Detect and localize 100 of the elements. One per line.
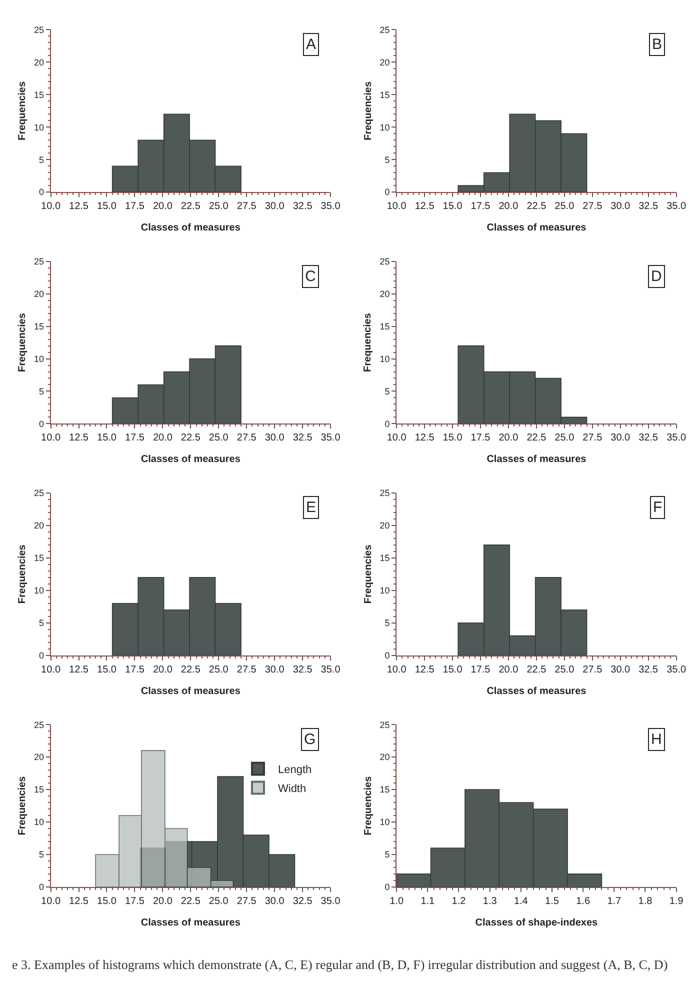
- x-tick-label: 32.5: [292, 896, 313, 907]
- x-tick-label: 35.0: [320, 201, 341, 212]
- x-tick-label: 1.3: [482, 896, 498, 907]
- y-tick-label: 15: [380, 553, 390, 564]
- x-axis-title: Classes of measures: [140, 454, 241, 466]
- x-tick-label: 12.5: [69, 664, 89, 676]
- x-tick-label: 20.0: [498, 664, 519, 676]
- y-tick-label: 20: [380, 752, 390, 762]
- x-axis-title: Classes of measures: [486, 454, 587, 466]
- x-tick-label: 25.0: [554, 664, 575, 676]
- x-tick-label: 12.5: [414, 664, 435, 676]
- x-tick-label: 25.0: [208, 896, 229, 907]
- y-tick-label: 20: [34, 288, 44, 299]
- y-axis-title: Frequencies: [362, 81, 374, 140]
- x-axis-title: Classes of measures: [486, 686, 587, 697]
- x-axis-title: Classes of measures: [486, 222, 587, 234]
- x-tick-label: 20.0: [152, 664, 173, 676]
- y-tick-label: 15: [34, 321, 44, 332]
- x-tick-label: 10.0: [386, 201, 407, 212]
- y-tick-label: 5: [384, 154, 390, 165]
- x-tick-label: 10.0: [41, 432, 61, 444]
- y-axis-title: Frequencies: [16, 312, 28, 372]
- y-tick-label: 10: [34, 122, 44, 132]
- y-tick-label: 20: [34, 752, 44, 762]
- x-tick-label: 20.0: [152, 201, 173, 212]
- y-tick-label: 10: [34, 354, 44, 364]
- x-tick-label: 35.0: [320, 896, 341, 907]
- x-tick-label: 25.0: [554, 432, 575, 444]
- y-tick-label: 10: [380, 122, 390, 132]
- y-tick-label: 25: [34, 256, 44, 267]
- x-tick-label: 1.4: [514, 896, 528, 907]
- x-tick-label: 15.0: [97, 201, 117, 212]
- x-axis-title: Classes of shape-indexes: [475, 917, 598, 928]
- x-tick-label: 35.0: [320, 664, 341, 676]
- x-tick-label: 22.5: [180, 201, 201, 212]
- x-tick-label: 15.0: [97, 896, 117, 907]
- x-tick-label: 10.0: [41, 201, 61, 212]
- y-tick-label: 10: [34, 586, 44, 596]
- annotation: B: [652, 36, 662, 53]
- x-tick-label: 22.5: [526, 432, 547, 444]
- y-axis-title: Frequencies: [16, 81, 28, 140]
- annotation: E: [306, 499, 316, 516]
- x-tick-label: 12.5: [69, 896, 89, 907]
- x-tick-label: 17.5: [124, 201, 145, 212]
- y-tick-label: 0: [384, 650, 390, 660]
- x-axis-title: Classes of measures: [140, 222, 241, 234]
- x-tick-label: 32.5: [638, 664, 659, 676]
- x-tick-label: 20.0: [152, 432, 173, 444]
- x-tick-label: 17.5: [470, 432, 491, 444]
- x-tick-label: 32.5: [292, 664, 313, 676]
- y-tick-label: 25: [380, 256, 390, 267]
- x-tick-label: 1.9: [669, 896, 684, 907]
- y-tick-label: 5: [38, 850, 44, 860]
- x-tick-label: 22.5: [180, 896, 201, 907]
- x-tick-label: 1.0: [390, 896, 404, 907]
- y-tick-label: 25: [380, 720, 390, 730]
- y-axis-title: Frequencies: [16, 544, 28, 604]
- x-tick-label: 1.2: [452, 896, 466, 907]
- x-tick-label: 17.5: [470, 201, 491, 212]
- x-tick-label: 1.7: [607, 896, 622, 907]
- y-tick-label: 10: [380, 586, 390, 596]
- y-tick-label: 15: [380, 784, 390, 795]
- y-tick-label: 10: [34, 817, 44, 828]
- x-tick-label: 1.1: [420, 896, 436, 907]
- x-tick-label: 30.0: [610, 432, 631, 444]
- x-tick-label: 22.5: [526, 201, 547, 212]
- x-tick-label: 20.0: [152, 896, 173, 907]
- x-tick-label: 12.5: [69, 432, 89, 444]
- x-tick-label: 32.5: [292, 201, 313, 212]
- y-tick-label: 0: [384, 882, 390, 892]
- x-tick-label: 1.6: [576, 896, 590, 907]
- annotation: C: [305, 268, 316, 285]
- x-tick-label: 27.5: [236, 664, 257, 676]
- y-tick-label: 10: [380, 817, 390, 828]
- x-tick-label: 12.5: [414, 432, 435, 444]
- x-tick-label: 32.5: [638, 432, 659, 444]
- y-tick-label: 15: [34, 553, 44, 564]
- x-tick-label: 17.5: [470, 664, 491, 676]
- y-tick-label: 15: [34, 90, 44, 100]
- x-tick-label: 22.5: [180, 432, 201, 444]
- y-tick-label: 5: [38, 386, 44, 396]
- annotation: H: [651, 731, 662, 748]
- y-tick-label: 0: [38, 882, 44, 892]
- x-axis-title: Classes of measures: [140, 917, 241, 928]
- x-tick-label: 1.8: [638, 896, 653, 907]
- text: e 3. Examples of histograms which demonstrate (A, C, E) regular and (B, D, F) irregular distribution and suggest (A, B, C, D): [12, 957, 668, 972]
- x-tick-label: 30.0: [264, 896, 285, 907]
- x-tick-label: 35.0: [666, 664, 686, 676]
- legend-label: Length: [278, 764, 312, 776]
- y-tick-label: 5: [384, 850, 390, 860]
- y-tick-label: 5: [384, 618, 390, 628]
- x-tick-label: 17.5: [124, 896, 145, 907]
- x-tick-label: 12.5: [69, 201, 89, 212]
- y-tick-label: 20: [34, 57, 44, 68]
- x-tick-label: 27.5: [582, 432, 603, 444]
- x-tick-label: 17.5: [124, 664, 145, 676]
- x-tick-label: 12.5: [414, 201, 435, 212]
- x-tick-label: 35.0: [320, 432, 341, 444]
- y-tick-label: 20: [380, 288, 390, 299]
- x-tick-label: 25.0: [554, 201, 575, 212]
